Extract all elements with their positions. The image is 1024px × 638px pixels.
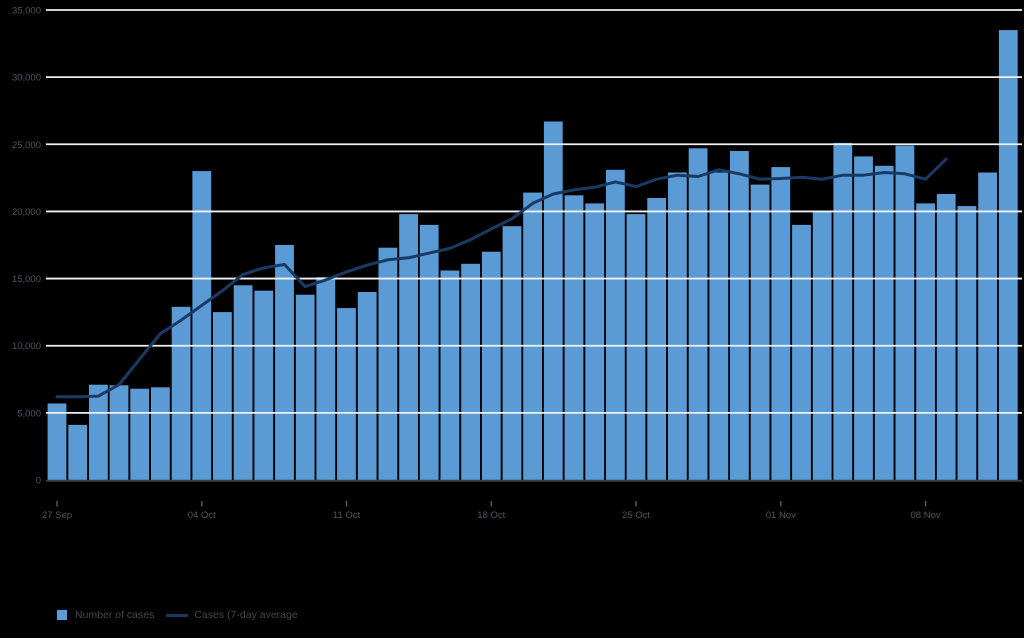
x-axis-label: 18 Oct	[477, 510, 505, 521]
bar[interactable]	[47, 403, 67, 481]
bar[interactable]	[543, 121, 563, 481]
bar[interactable]	[833, 142, 853, 480]
bar[interactable]	[523, 192, 542, 480]
bar[interactable]	[357, 292, 377, 480]
x-axis-label: 25 Oct	[622, 510, 650, 521]
bar[interactable]	[109, 385, 129, 480]
y-axis-label: 0	[36, 476, 41, 487]
bar[interactable]	[771, 167, 791, 480]
legend: Number of cases Cases (7-day average	[57, 605, 298, 625]
y-axis-label: 30,000	[12, 73, 41, 84]
bar[interactable]	[895, 145, 915, 480]
average-line[interactable]	[55, 157, 948, 399]
bar[interactable]	[936, 194, 956, 480]
line-series-swatch[interactable]	[166, 613, 189, 617]
bar[interactable]	[130, 388, 150, 480]
bar[interactable]	[688, 148, 708, 481]
y-axis-label: 5,000	[17, 408, 41, 419]
bar[interactable]	[606, 169, 625, 481]
bar[interactable]	[89, 384, 108, 480]
line-series-label[interactable]: Cases (7-day average	[194, 609, 298, 621]
bar[interactable]	[233, 285, 253, 480]
bar[interactable]	[192, 171, 212, 480]
bar-series-swatch[interactable]	[57, 610, 67, 620]
bar[interactable]	[502, 226, 522, 480]
x-axis-label: 08 Nov	[911, 510, 941, 521]
bar[interactable]	[874, 165, 894, 481]
bar[interactable]	[171, 306, 191, 480]
bar[interactable]	[378, 247, 398, 480]
bar[interactable]	[440, 270, 460, 481]
bar[interactable]	[419, 224, 439, 480]
bar[interactable]	[564, 195, 584, 481]
bar[interactable]	[998, 30, 1018, 480]
bar[interactable]	[337, 308, 356, 480]
bar[interactable]	[213, 312, 232, 480]
bar[interactable]	[978, 172, 997, 481]
bar[interactable]	[316, 277, 336, 480]
x-axis-label: 11 Oct	[333, 510, 361, 521]
x-axis-label: 04 Oct	[188, 510, 216, 521]
y-axis-label: 10,000	[12, 341, 41, 352]
bar[interactable]	[668, 172, 687, 481]
bar[interactable]	[585, 203, 605, 480]
bar[interactable]	[647, 198, 667, 480]
bar[interactable]	[626, 214, 646, 480]
bar[interactable]	[481, 251, 501, 480]
bar[interactable]	[295, 294, 315, 480]
bar[interactable]	[854, 156, 873, 480]
bar[interactable]	[792, 224, 811, 480]
bar[interactable]	[957, 206, 977, 480]
y-axis-label: 25,000	[12, 140, 41, 151]
bar[interactable]	[730, 151, 749, 480]
x-axis-label: 01 Nov	[766, 510, 796, 521]
x-axis-label: 27 Sep	[42, 510, 72, 521]
bar[interactable]	[750, 184, 770, 480]
bar[interactable]	[916, 203, 935, 480]
y-axis-label: 20,000	[12, 207, 41, 218]
bar[interactable]	[275, 245, 294, 480]
bar[interactable]	[709, 172, 729, 481]
bar[interactable]	[68, 424, 88, 480]
bar[interactable]	[461, 263, 480, 480]
y-axis-label: 35,000	[12, 6, 41, 17]
bar[interactable]	[399, 214, 418, 480]
bar[interactable]	[151, 387, 170, 480]
bar-series-label[interactable]: Number of cases	[75, 609, 155, 621]
y-axis-label: 15,000	[12, 274, 41, 285]
bar[interactable]	[254, 290, 274, 480]
